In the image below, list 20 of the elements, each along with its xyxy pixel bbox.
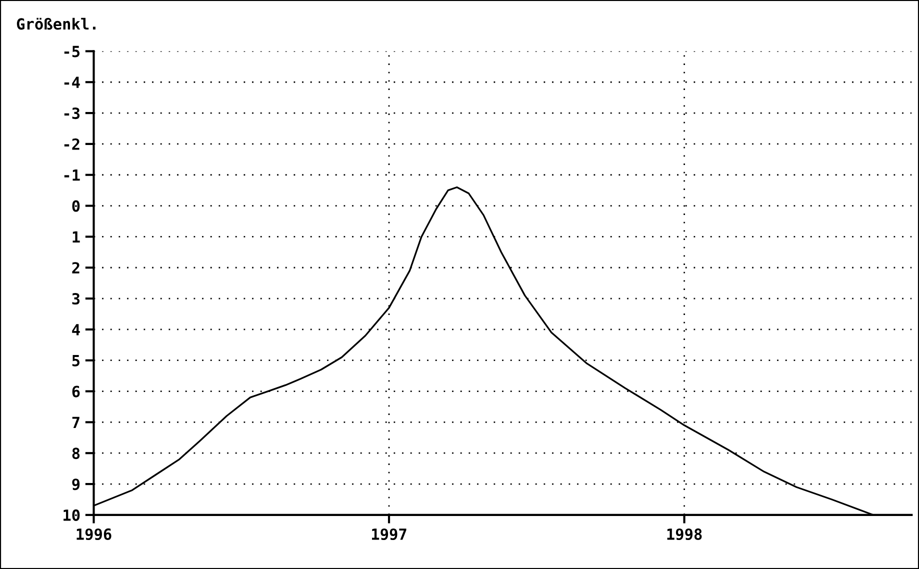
y-tick-label: 4	[72, 324, 80, 336]
y-tick-label: -2	[64, 138, 80, 150]
y-tick-label: 2	[72, 262, 80, 274]
y-tick-label: 8	[72, 448, 80, 460]
x-tick-label: 1998	[667, 528, 702, 540]
y-axis-title: Größenkl.	[16, 18, 96, 30]
x-tick-label: 1997	[372, 528, 406, 540]
y-tick-label: -4	[64, 76, 80, 88]
y-tick-label: -3	[64, 108, 80, 120]
y-tick-label: 1	[72, 231, 80, 243]
y-tick-label: 10	[64, 509, 80, 521]
y-tick-label: 5	[72, 355, 80, 366]
y-tick-label: -5	[64, 46, 80, 58]
y-tick-label: 3	[72, 293, 80, 305]
y-tick-label: 6	[72, 386, 80, 398]
y-tick-label: 0	[72, 200, 80, 212]
x-tick-label: 1996	[76, 528, 112, 540]
y-tick-label: -1	[64, 170, 80, 181]
y-tick-label: 7	[72, 416, 80, 428]
y-tick-label: 9	[72, 478, 80, 490]
